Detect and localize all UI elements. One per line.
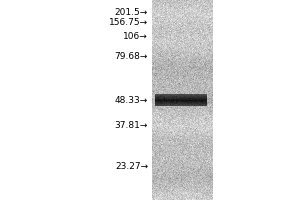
Text: 201.5→: 201.5→ xyxy=(115,8,148,17)
Text: 79.68→: 79.68→ xyxy=(115,52,148,61)
Text: 37.81→: 37.81→ xyxy=(115,121,148,130)
Text: 156.75→: 156.75→ xyxy=(109,18,148,27)
Text: 23.27→: 23.27→ xyxy=(115,162,148,171)
Text: 106→: 106→ xyxy=(123,32,148,41)
Text: 48.33→: 48.33→ xyxy=(115,96,148,105)
